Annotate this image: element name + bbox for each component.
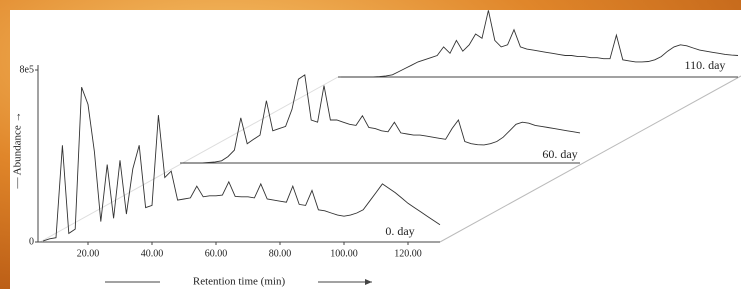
plot-panel [10, 10, 741, 289]
series-label: 60. day [542, 147, 577, 161]
y-tick-label: 8e5 [20, 64, 34, 75]
y-tick-label: 0 [29, 236, 34, 247]
chart: — Abundance → Retention time (min) 0 8e5 2… [0, 0, 741, 289]
x-tick-label: 100.00 [330, 248, 358, 259]
series-label: 110. day [685, 58, 726, 72]
x-tick-label: 80.00 [269, 248, 292, 259]
series-label: 0. day [385, 224, 414, 238]
y-axis-label: — Abundance → [12, 112, 24, 190]
x-tick-label: 120.00 [394, 248, 422, 259]
x-axis-label: Retention time (min) [193, 276, 286, 288]
x-tick-label: 20.00 [77, 248, 100, 259]
x-tick-label: 40.00 [141, 248, 164, 259]
x-tick-label: 60.00 [205, 248, 228, 259]
